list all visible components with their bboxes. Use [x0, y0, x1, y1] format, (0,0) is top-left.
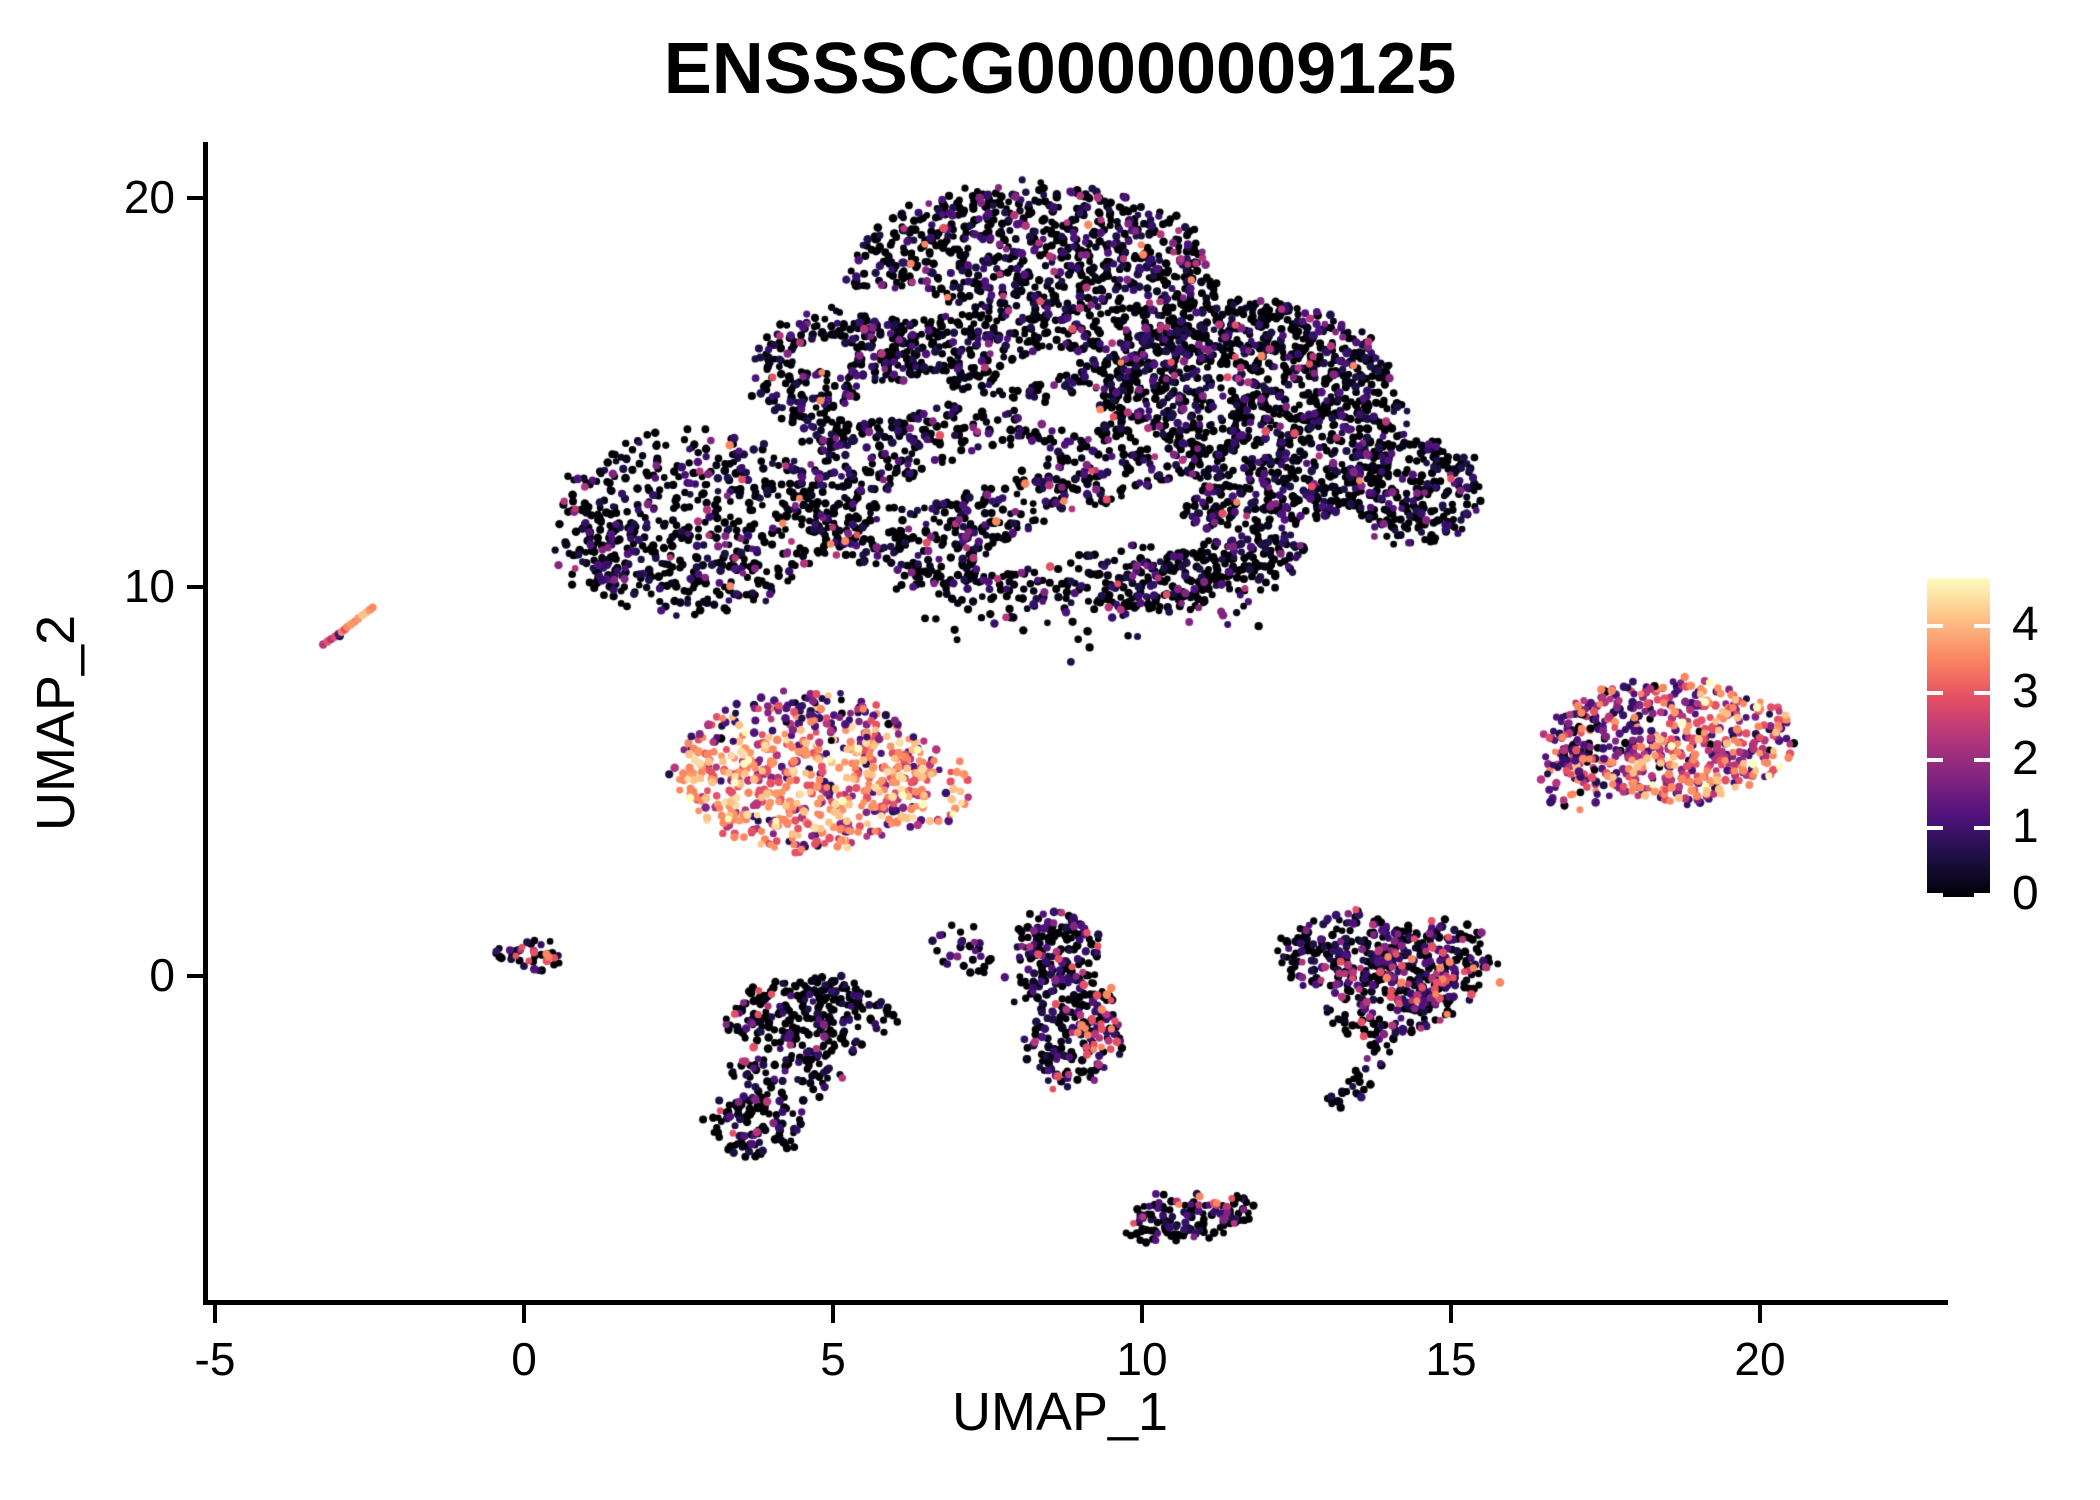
- legend-tick-label: 1: [2012, 799, 2039, 853]
- legend-colorbar: [1927, 578, 1990, 897]
- x-tick-mark: [1140, 1305, 1144, 1323]
- x-tick-label: 15: [1425, 1333, 1477, 1385]
- x-tick-label: 0: [511, 1333, 537, 1385]
- colorbar-tick-mark: [1927, 825, 1943, 830]
- y-axis-line: [203, 142, 208, 1305]
- colorbar-tick-mark: [1974, 758, 1990, 763]
- x-tick-mark: [831, 1305, 835, 1323]
- legend-tick-label: 3: [2012, 665, 2039, 719]
- x-axis-title: UMAP_1: [951, 1382, 1169, 1442]
- x-tick-mark: [522, 1305, 526, 1323]
- y-tick-label: 20: [123, 171, 175, 223]
- legend-tick-label: 2: [2012, 732, 2039, 786]
- colorbar-gradient: [1927, 578, 1990, 897]
- x-tick-label: 10: [1116, 1333, 1168, 1385]
- colorbar-tick-mark: [1927, 623, 1943, 628]
- x-tick-mark: [1449, 1305, 1453, 1323]
- colorbar-tick-mark: [1974, 825, 1990, 830]
- y-axis-title: UMAP_2: [26, 614, 86, 832]
- colorbar-tick-mark: [1974, 691, 1990, 696]
- colorbar-tick-mark: [1927, 758, 1943, 763]
- x-tick-mark: [1758, 1305, 1762, 1323]
- y-tick-mark: [187, 585, 205, 589]
- x-axis-line: [203, 1300, 1948, 1305]
- plot-title: ENSSSCG00000009125: [663, 29, 1457, 109]
- y-tick-mark: [187, 196, 205, 200]
- x-tick-label: 20: [1734, 1333, 1786, 1385]
- legend-tick-label: 0: [2012, 867, 2039, 920]
- colorbar-tick-mark: [1927, 893, 1943, 897]
- y-tick-mark: [187, 974, 205, 978]
- x-tick-label: 5: [820, 1333, 846, 1385]
- x-tick-label: -5: [194, 1333, 236, 1385]
- colorbar-tick-mark: [1927, 691, 1943, 696]
- colorbar-tick-mark: [1974, 893, 1990, 897]
- y-tick-label: 10: [123, 560, 175, 612]
- colorbar-tick-mark: [1974, 623, 1990, 628]
- y-tick-label: 0: [149, 949, 175, 1001]
- legend-tick-label: 4: [2012, 597, 2039, 651]
- x-tick-mark: [213, 1305, 217, 1323]
